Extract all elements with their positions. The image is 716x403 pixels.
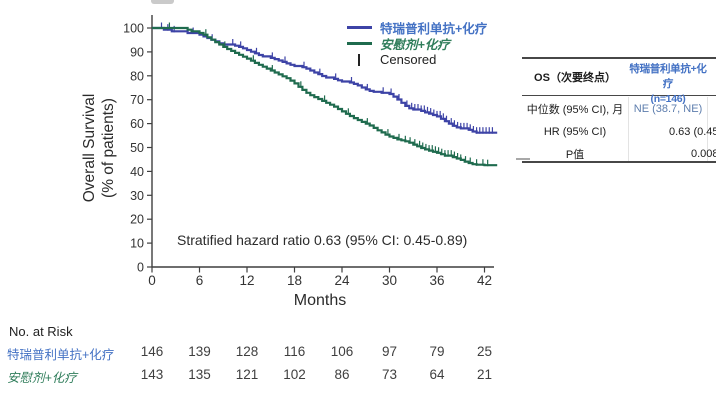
- y-axis-title-line2: (% of patients): [100, 98, 117, 198]
- y-tick-label: 30: [130, 189, 144, 203]
- risk-count-toripalimab-chemo-m24: 106: [330, 344, 354, 359]
- cropped-edge-artifact: [516, 158, 530, 160]
- legend-label-toripalimab: 特瑞普利单抗+化疗: [380, 22, 488, 36]
- x-tick-label: 42: [477, 273, 492, 288]
- os-stats-table: OS（次要终点） 特瑞普利单抗+化疗 (n=146) 中位数 (95% CI),…: [522, 57, 716, 163]
- stats-header-toripalimab-n: (n=146): [650, 93, 686, 105]
- stats-column-divider-1: [628, 97, 629, 161]
- risk-count-toripalimab-chemo-m36: 79: [429, 344, 445, 359]
- stats-header-toripalimab: 特瑞普利单抗+化疗 (n=146): [628, 62, 708, 107]
- x-tick-label: 36: [429, 273, 444, 288]
- y-tick-label: 60: [130, 117, 144, 131]
- y-tick-label: 40: [130, 165, 144, 179]
- legend-row-toripalimab: 特瑞普利单抗+化疗: [345, 20, 488, 36]
- y-tick-label: 70: [130, 93, 144, 107]
- legend-row-censored: Censored: [345, 52, 487, 67]
- x-tick-label: 12: [239, 273, 254, 288]
- stats-row-median-label: 中位数 (95% CI), 月: [526, 103, 624, 116]
- risk-row-label-toripalimab: 特瑞普利单抗+化疗: [7, 348, 115, 362]
- stats-row-hr-label: HR (95% CI): [543, 125, 607, 138]
- risk-count-toripalimab-chemo-m18: 116: [283, 344, 306, 359]
- risk-count-placebo-chemo-m6: 135: [188, 367, 211, 382]
- censored-tick-icon: [345, 53, 373, 66]
- cropped-top-artifact: [151, 0, 174, 4]
- risk-count-placebo-chemo-m30: 73: [381, 367, 398, 382]
- legend-row-placebo: 安慰剂+化疗: [345, 36, 487, 52]
- risk-count-placebo-chemo-m24: 86: [334, 367, 350, 382]
- km-curve-placebo-chemo: [152, 26, 498, 167]
- stats-header-toripalimab-name: 特瑞普利单抗+化疗: [629, 63, 707, 90]
- y-tick-label: 20: [130, 213, 144, 227]
- stats-row-pvalue-label: P值: [565, 149, 585, 161]
- legend-label-placebo: 安慰剂+化疗: [380, 38, 450, 52]
- x-tick-label: 6: [196, 273, 204, 288]
- stats-row-hr: HR (95% CI) 0.63 (0.45: [522, 120, 716, 143]
- stats-column-divider-2: [707, 97, 708, 161]
- stats-row-hr-value: 0.63 (0.45: [669, 125, 716, 138]
- legend: 特瑞普利单抗+化疗 安慰剂+化疗 Censored: [345, 20, 487, 68]
- y-axis-title: Overall Survival (% of patients): [80, 28, 120, 268]
- y-axis-title-line1: Overall Survival: [81, 93, 98, 203]
- risk-count-toripalimab-chemo-m6: 139: [188, 344, 211, 359]
- legend-line-sample-green: [345, 42, 373, 45]
- risk-row-toripalimab: 特瑞普利单抗+化疗 146 139 128 116 106 97 79 25: [0, 344, 520, 362]
- x-tick-label: 24: [334, 273, 350, 288]
- km-curve-toripalimab-chemo: [152, 26, 498, 134]
- x-axis-title: Months: [293, 292, 347, 309]
- y-tick-label: 50: [130, 141, 144, 155]
- stats-header-endpoint: OS（次要终点）: [534, 72, 616, 84]
- number-at-risk-title: No. at Risk: [9, 324, 73, 339]
- risk-count-placebo-chemo-m36: 64: [429, 367, 445, 382]
- y-tick-label: 100: [123, 22, 144, 36]
- risk-count-placebo-chemo-m0: 143: [140, 367, 164, 382]
- risk-count-toripalimab-chemo-m30: 97: [381, 344, 398, 359]
- stats-row-pvalue-value: 0.008: [691, 148, 716, 160]
- risk-count-toripalimab-chemo-m0: 146: [140, 344, 164, 359]
- y-tick-label: 90: [130, 45, 144, 59]
- risk-count-placebo-chemo-m42: 21: [476, 367, 493, 382]
- y-tick-label: 0: [137, 261, 144, 275]
- y-tick-label: 80: [130, 69, 144, 83]
- stats-row-median: 中位数 (95% CI), 月 NE (38.7, NE): [522, 97, 716, 120]
- risk-count-toripalimab-chemo-m12: 128: [235, 344, 259, 359]
- risk-count-toripalimab-chemo-m42: 25: [476, 344, 493, 359]
- y-tick-label: 10: [130, 237, 144, 251]
- risk-row-label-placebo: 安慰剂+化疗: [7, 371, 77, 385]
- stats-header-row: OS（次要终点） 特瑞普利单抗+化疗 (n=146): [522, 59, 716, 105]
- legend-label-censored: Censored: [380, 52, 437, 67]
- x-tick-label: 0: [148, 273, 156, 288]
- stats-row-pvalue: P值 0.008: [522, 143, 716, 165]
- risk-count-placebo-chemo-m18: 102: [283, 367, 306, 382]
- legend-line-sample-blue: [345, 26, 373, 29]
- risk-row-placebo: 安慰剂+化疗 143 135 121 102 86 73 64 21: [0, 367, 520, 385]
- stats-row-median-value: NE (38.7, NE): [633, 102, 703, 115]
- x-tick-label: 30: [382, 273, 397, 288]
- x-tick-label: 18: [287, 273, 302, 288]
- hazard-ratio-annotation: Stratified hazard ratio 0.63 (95% CI: 0.…: [177, 232, 468, 248]
- risk-count-placebo-chemo-m12: 121: [235, 367, 259, 382]
